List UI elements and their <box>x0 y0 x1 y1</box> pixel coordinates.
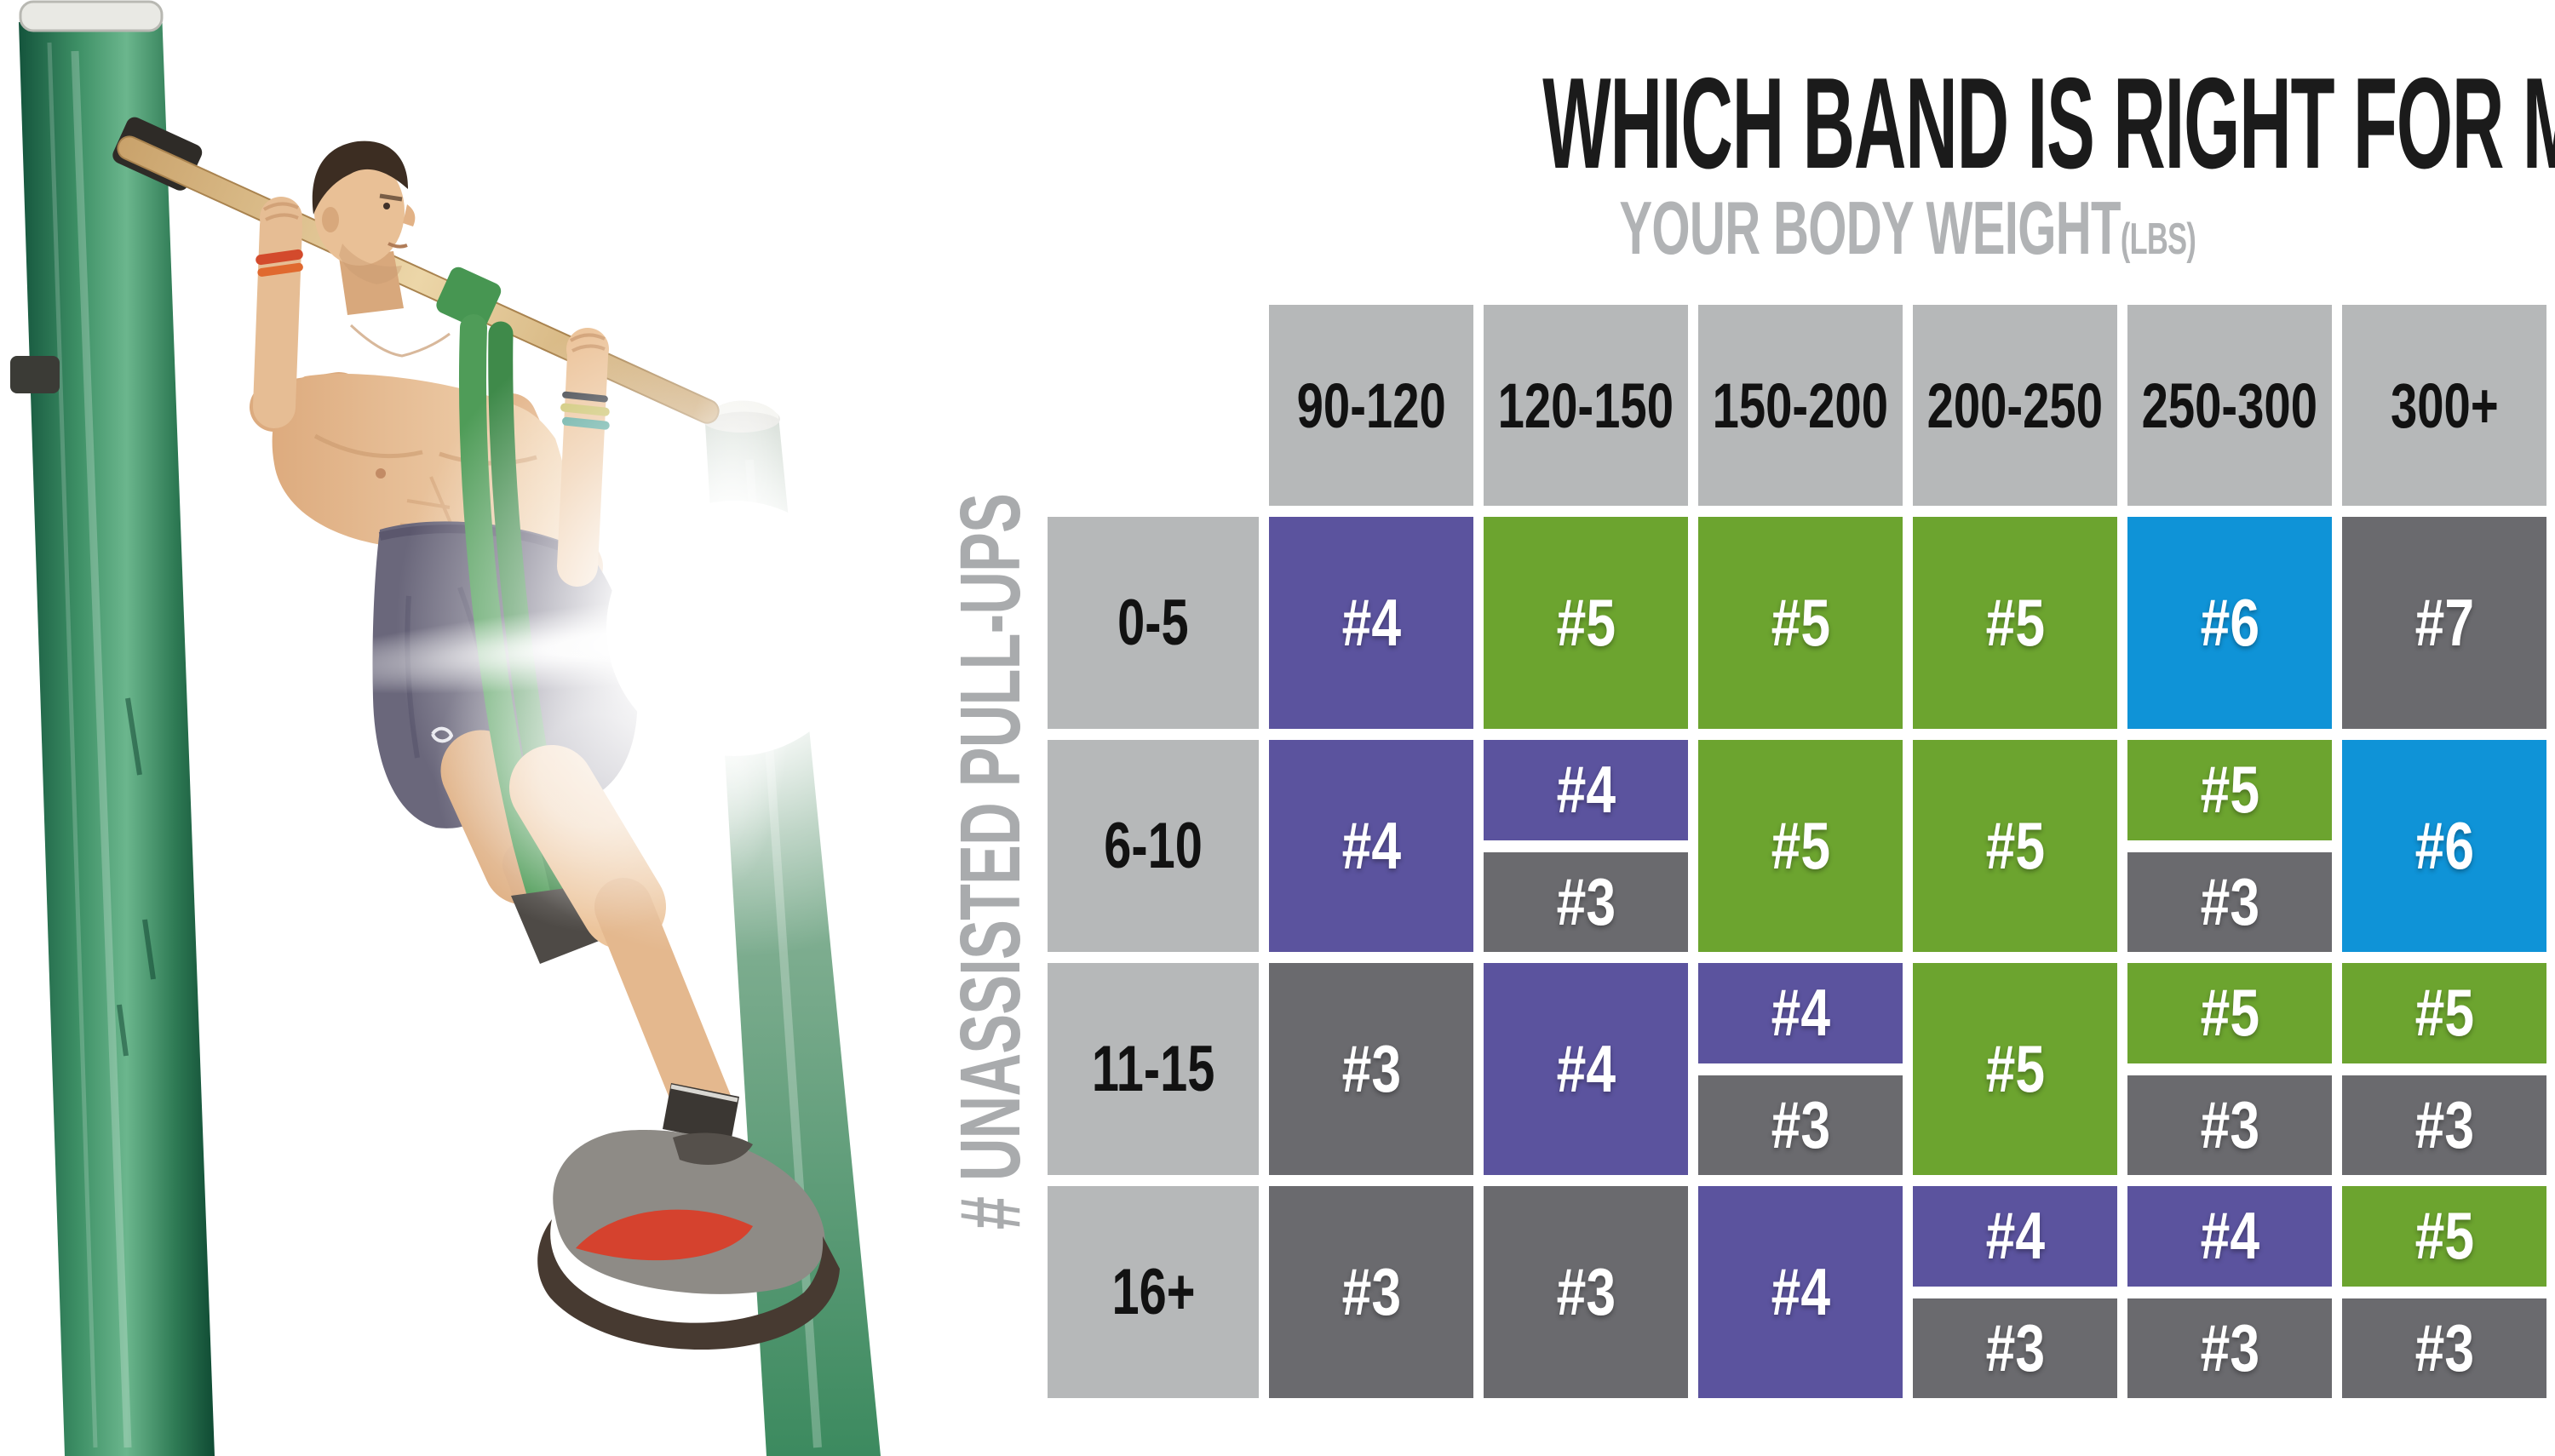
band-cell-r3c2: #4 <box>1484 963 1688 1175</box>
band-value: #4 <box>1484 740 1688 840</box>
band-cell-r2c5: #5 #3 <box>2127 740 2332 952</box>
band-cell-r1c5: #6 <box>2127 517 2332 729</box>
sneaker-swoosh <box>576 1209 753 1261</box>
band-value: #3 <box>2127 1298 2332 1398</box>
col-header-5: 250-300 <box>2127 305 2332 506</box>
band-cell-r4c6: #5 #3 <box>2342 1186 2546 1398</box>
band-cell-r2c2: #4 #3 <box>1484 740 1688 952</box>
band-value: #5 <box>2127 740 2332 840</box>
row-label-3: 11-15 <box>1048 963 1259 1175</box>
pole-bracket <box>10 356 60 393</box>
band-value: #3 <box>1484 1186 1688 1398</box>
band-value: #7 <box>2342 517 2546 729</box>
band-value: #5 <box>1913 517 2117 729</box>
y-axis-label: # UNASSISTED PULL-UPS <box>943 493 1038 1230</box>
band-value: #3 <box>1698 1075 1903 1175</box>
hair <box>312 140 409 215</box>
band-value: #3 <box>2127 851 2332 952</box>
col-header-2: 120-150 <box>1484 305 1688 506</box>
band-cell-r4c5: #4 #3 <box>2127 1186 2332 1398</box>
col-header-6: 300+ <box>2342 305 2546 506</box>
band-cell-r4c2: #3 <box>1484 1186 1688 1398</box>
band-selection-chart: 90-120 120-150 150-200 200-250 250-300 3… <box>1048 305 2546 1398</box>
col-header-4: 200-250 <box>1913 305 2117 506</box>
band-value: #3 <box>2342 1075 2546 1175</box>
row-label-4: 16+ <box>1048 1186 1259 1398</box>
corner-spacer <box>1048 305 1259 506</box>
band-value: #5 <box>1698 517 1903 729</box>
band-cell-r1c2: #5 <box>1484 517 1688 729</box>
band-cell-r3c6: #5 #3 <box>2342 963 2546 1175</box>
band-value: #4 <box>1269 740 1473 952</box>
ear <box>322 207 339 232</box>
band-value: #4 <box>1913 1186 2117 1287</box>
left-pole <box>10 0 215 1456</box>
band-cell-r4c1: #3 <box>1269 1186 1473 1398</box>
head <box>312 140 416 284</box>
band-cell-r3c3: #4 #3 <box>1698 963 1903 1175</box>
band-value: #3 <box>1484 851 1688 952</box>
band-value: #3 <box>2342 1298 2546 1398</box>
band-cell-r1c4: #5 <box>1913 517 2117 729</box>
band-cell-r3c4: #5 <box>1913 963 2117 1175</box>
band-cell-r1c6: #7 <box>2342 517 2546 729</box>
band-cell-r4c3: #4 <box>1698 1186 1903 1398</box>
band-value: #3 <box>2127 1075 2332 1175</box>
band-cell-r3c5: #5 #3 <box>2127 963 2332 1175</box>
band-cell-r1c1: #4 <box>1269 517 1473 729</box>
band-value: #4 <box>1698 963 1903 1063</box>
band-cell-r2c4: #5 <box>1913 740 2117 952</box>
sun-flare <box>265 294 928 958</box>
band-value: #3 <box>1269 1186 1473 1398</box>
band-cell-r2c1: #4 <box>1269 740 1473 952</box>
band-value: #5 <box>2342 963 2546 1063</box>
band-value: #4 <box>1484 963 1688 1175</box>
band-value: #5 <box>1913 963 2117 1175</box>
band-value: #5 <box>1698 740 1903 952</box>
band-cell-r4c4: #4 #3 <box>1913 1186 2117 1398</box>
band-value: #5 <box>2342 1186 2546 1287</box>
page-title: WHICH BAND IS RIGHT FOR ME? <box>1542 51 2555 196</box>
band-value: #4 <box>1698 1186 1903 1398</box>
band-value: #4 <box>1269 517 1473 729</box>
band-value: #5 <box>1913 740 2117 952</box>
sneaker-sole <box>537 1219 840 1350</box>
sneaker <box>537 1129 840 1350</box>
col-header-1: 90-120 <box>1269 305 1473 506</box>
pullup-photo <box>10 0 928 1456</box>
band-value: #6 <box>2127 517 2332 729</box>
row-label-2: 6-10 <box>1048 740 1259 952</box>
band-value: #3 <box>1913 1298 2117 1398</box>
band-value: #6 <box>2342 740 2546 952</box>
band-cell-r3c1: #3 <box>1269 963 1473 1175</box>
band-value: #5 <box>2127 963 2332 1063</box>
band-value: #3 <box>1269 963 1473 1175</box>
band-value: #5 <box>1484 517 1688 729</box>
neck <box>339 251 404 315</box>
band-cell-r1c3: #5 <box>1698 517 1903 729</box>
row-label-1: 0-5 <box>1048 517 1259 729</box>
col-header-3: 150-200 <box>1698 305 1903 506</box>
band-cell-r2c6: #6 <box>2342 740 2546 952</box>
band-cell-r2c3: #5 <box>1698 740 1903 952</box>
x-axis-label: YOUR BODY WEIGHT(LBS) <box>1619 186 2196 270</box>
band-value: #4 <box>2127 1186 2332 1287</box>
